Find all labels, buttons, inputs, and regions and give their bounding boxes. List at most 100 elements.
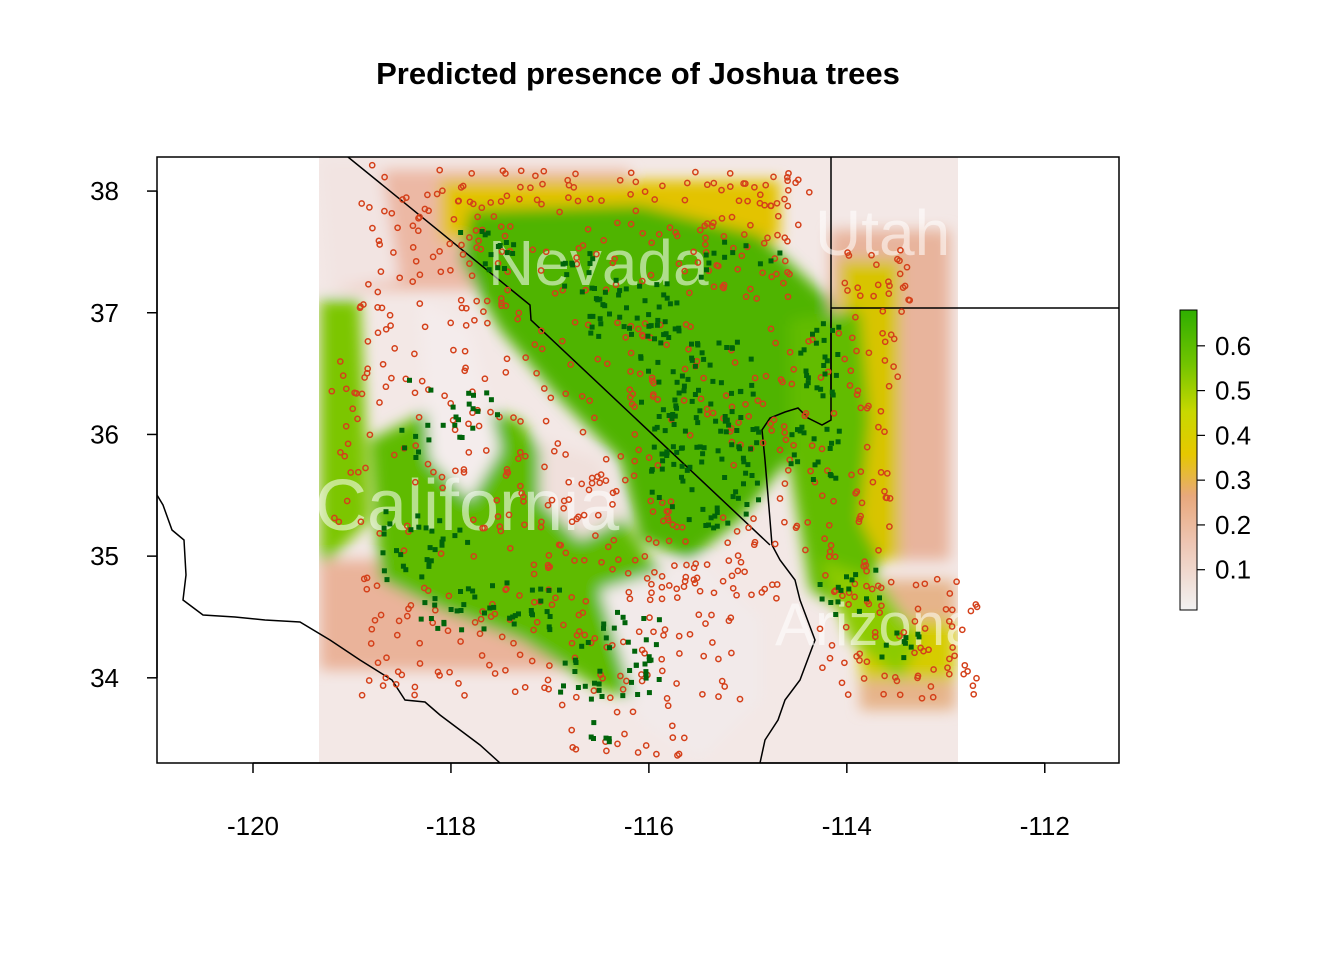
presence-point <box>660 407 666 413</box>
presence-point <box>450 404 456 410</box>
absence-point <box>972 601 980 608</box>
absence-point <box>654 461 662 469</box>
absence-point <box>673 232 681 240</box>
absence-point <box>503 355 511 363</box>
presence-point <box>695 342 701 348</box>
presence-point <box>722 414 728 419</box>
absence-point <box>572 693 580 701</box>
presence-point <box>529 611 535 616</box>
absence-point <box>648 580 655 588</box>
absence-point <box>452 467 459 475</box>
presence-point <box>833 475 839 481</box>
presence-point <box>456 417 461 423</box>
absence-point <box>673 594 681 601</box>
presence-point <box>511 621 517 627</box>
presence-point <box>699 350 705 356</box>
presence-point <box>791 452 797 458</box>
absence-point <box>546 662 553 669</box>
presence-point <box>836 324 842 330</box>
absence-point <box>574 197 582 205</box>
absence-point <box>945 617 953 625</box>
absence-point <box>756 199 764 207</box>
absence-point <box>663 507 671 515</box>
presence-point <box>617 314 623 320</box>
state-label-utah: Utah <box>815 197 950 269</box>
absence-point <box>821 535 828 542</box>
absence-point <box>358 200 366 207</box>
absence-point <box>573 254 580 262</box>
presence-point <box>799 424 805 430</box>
absence-point <box>857 404 865 412</box>
absence-point <box>544 501 552 509</box>
absence-point <box>341 452 349 460</box>
absence-point <box>773 199 781 207</box>
x-tick-label: -120 <box>227 811 279 841</box>
absence-point <box>613 708 621 716</box>
absence-point <box>447 319 455 327</box>
absence-point <box>700 374 707 382</box>
absence-point <box>658 583 666 591</box>
absence-point <box>412 257 420 265</box>
presence-point <box>670 369 676 375</box>
presence-point <box>538 598 544 604</box>
absence-point <box>396 274 404 282</box>
absence-point <box>504 286 511 294</box>
absence-point <box>896 257 903 265</box>
absence-point <box>641 553 649 560</box>
absence-point <box>676 650 683 657</box>
presence-point <box>656 677 662 682</box>
presence-point <box>479 229 485 234</box>
presence-point <box>723 429 729 435</box>
presence-point <box>830 327 835 333</box>
absence-point <box>635 325 642 333</box>
presence-point <box>810 331 815 337</box>
presence-point <box>853 572 859 578</box>
absence-point <box>447 266 454 274</box>
presence-point <box>824 358 830 364</box>
absence-point <box>394 224 401 232</box>
absence-point <box>580 556 588 564</box>
absence-point <box>896 270 904 278</box>
presence-point <box>724 417 730 423</box>
absence-point <box>710 179 718 187</box>
absence-point <box>647 271 655 279</box>
absence-point <box>818 492 826 500</box>
absence-point <box>792 179 799 187</box>
absence-point <box>841 355 849 363</box>
presence-point <box>512 613 518 619</box>
presence-point <box>849 577 855 583</box>
absence-point <box>468 170 476 177</box>
absence-point <box>786 348 794 356</box>
presence-point <box>901 655 907 661</box>
presence-point <box>649 467 655 473</box>
presence-point <box>817 582 823 587</box>
absence-point <box>598 197 605 204</box>
presence-point <box>617 288 623 294</box>
absence-point <box>728 213 736 221</box>
absence-point <box>617 672 624 680</box>
absence-point <box>742 400 749 408</box>
presence-point <box>558 689 564 695</box>
presence-point <box>827 472 833 477</box>
absence-point <box>627 368 634 375</box>
presence-point <box>547 614 553 619</box>
presence-point <box>646 654 652 660</box>
absence-point <box>685 345 692 353</box>
absence-point <box>542 248 550 256</box>
absence-point <box>539 180 546 188</box>
presence-point <box>674 379 680 385</box>
absence-point <box>538 200 545 208</box>
absence-point <box>671 562 678 569</box>
presence-point <box>666 413 672 418</box>
absence-point <box>632 178 640 186</box>
presence-point <box>529 587 535 593</box>
absence-point <box>734 567 742 575</box>
absence-point <box>828 642 836 649</box>
presence-point <box>561 683 566 689</box>
absence-point <box>658 667 666 675</box>
absence-point <box>751 374 759 382</box>
presence-point <box>407 377 412 383</box>
presence-point <box>679 445 685 451</box>
state-boundaries <box>157 157 1119 763</box>
absence-point <box>686 431 694 439</box>
